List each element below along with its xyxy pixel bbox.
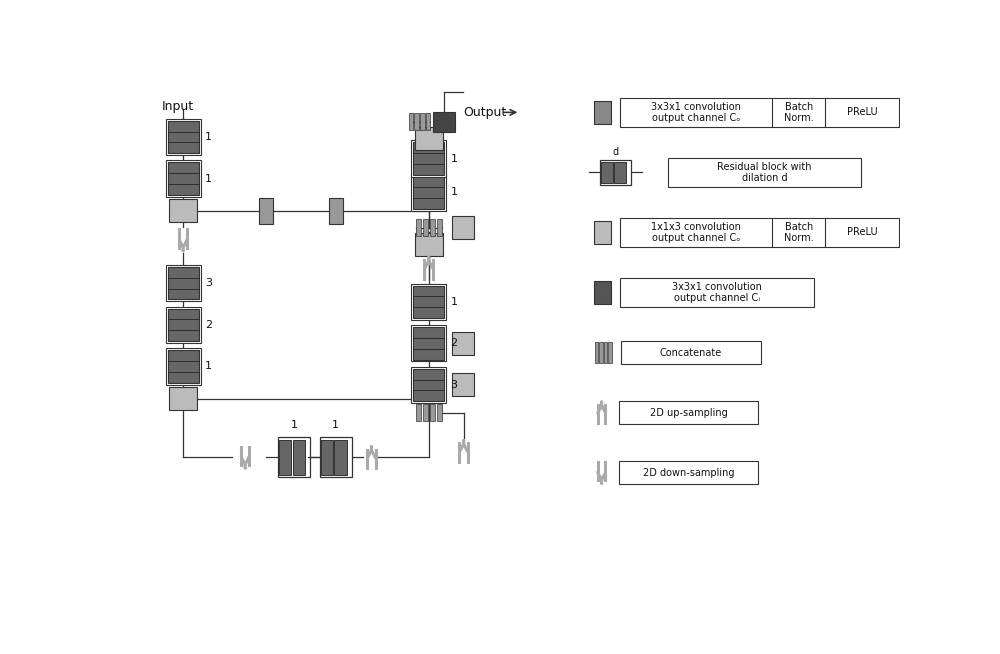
Bar [437, 404, 442, 421]
Text: 1: 1 [450, 154, 458, 164]
Bar [426, 113, 430, 130]
Bar [620, 97, 899, 127]
Bar [279, 439, 291, 475]
Bar [411, 325, 446, 362]
Bar [166, 119, 201, 155]
Bar [411, 141, 446, 177]
Bar [320, 438, 352, 477]
Bar [169, 387, 197, 410]
Bar [411, 175, 446, 211]
Bar [420, 113, 425, 130]
Text: 2: 2 [450, 338, 458, 349]
Text: Concatenate: Concatenate [660, 347, 722, 358]
Text: 1: 1 [290, 421, 297, 430]
Bar [452, 332, 474, 355]
Bar [168, 309, 199, 341]
Text: 3x3x1 convolution
output channel Cᵢ: 3x3x1 convolution output channel Cᵢ [672, 282, 762, 303]
Bar [166, 160, 201, 197]
Bar [600, 160, 631, 184]
Bar [433, 112, 455, 131]
Bar [594, 281, 611, 304]
Text: 1: 1 [450, 297, 458, 307]
Bar [166, 349, 201, 385]
Bar [601, 162, 613, 183]
Bar [168, 162, 199, 195]
Bar [166, 307, 201, 343]
Bar [594, 101, 611, 124]
Text: 1x1x3 convolution
output channel Cₒ: 1x1x3 convolution output channel Cₒ [651, 222, 741, 243]
Bar [259, 198, 273, 224]
Text: Output: Output [464, 106, 507, 119]
Bar [619, 461, 758, 484]
Bar [416, 404, 421, 421]
Text: 1: 1 [205, 132, 212, 142]
Bar [414, 113, 419, 130]
Bar [413, 143, 444, 175]
Bar [621, 341, 761, 364]
Text: 2: 2 [205, 320, 212, 330]
Text: Input: Input [161, 99, 194, 112]
Text: 3: 3 [205, 279, 212, 288]
Bar [168, 351, 199, 383]
Bar [452, 216, 474, 239]
Bar [413, 327, 444, 360]
Bar [413, 369, 444, 401]
Bar [423, 219, 428, 236]
Text: 3: 3 [450, 380, 458, 390]
Bar [168, 267, 199, 300]
Text: PReLU: PReLU [847, 228, 878, 237]
Bar [409, 113, 413, 130]
Text: Batch
Norm.: Batch Norm. [784, 222, 814, 243]
Bar [595, 342, 598, 364]
Text: d: d [613, 147, 619, 157]
Text: 1: 1 [205, 173, 212, 184]
Bar [321, 439, 333, 475]
Text: Batch
Norm.: Batch Norm. [784, 101, 814, 123]
Text: PReLU: PReLU [847, 107, 878, 117]
Text: 3x3x1 convolution
output channel Cₒ: 3x3x1 convolution output channel Cₒ [651, 101, 741, 123]
Bar [452, 373, 474, 396]
Bar [166, 266, 201, 301]
Bar [430, 219, 435, 236]
Bar [413, 286, 444, 318]
Bar [411, 367, 446, 403]
Bar [620, 218, 899, 247]
Bar [668, 158, 861, 187]
Bar [619, 401, 758, 424]
Bar [608, 342, 612, 364]
Bar [415, 127, 443, 150]
Bar [415, 233, 443, 256]
Bar [614, 162, 626, 183]
Bar [594, 221, 611, 244]
Bar [334, 439, 347, 475]
Text: 2D down-sampling: 2D down-sampling [643, 468, 734, 477]
Bar [168, 121, 199, 153]
Bar [293, 439, 305, 475]
Text: 2D up-sampling: 2D up-sampling [650, 407, 727, 418]
Bar [416, 219, 421, 236]
Bar [430, 404, 435, 421]
Text: 1: 1 [332, 421, 339, 430]
Text: 1: 1 [205, 362, 212, 371]
Bar [599, 342, 603, 364]
Bar [169, 199, 197, 222]
Bar [437, 219, 442, 236]
Text: 1: 1 [450, 188, 458, 198]
Bar [620, 278, 814, 307]
Bar [278, 438, 310, 477]
Bar [411, 284, 446, 320]
Bar [329, 198, 343, 224]
Text: Residual block with
dilation d: Residual block with dilation d [717, 162, 812, 183]
Bar [604, 342, 607, 364]
Bar [413, 177, 444, 209]
Bar [423, 404, 428, 421]
